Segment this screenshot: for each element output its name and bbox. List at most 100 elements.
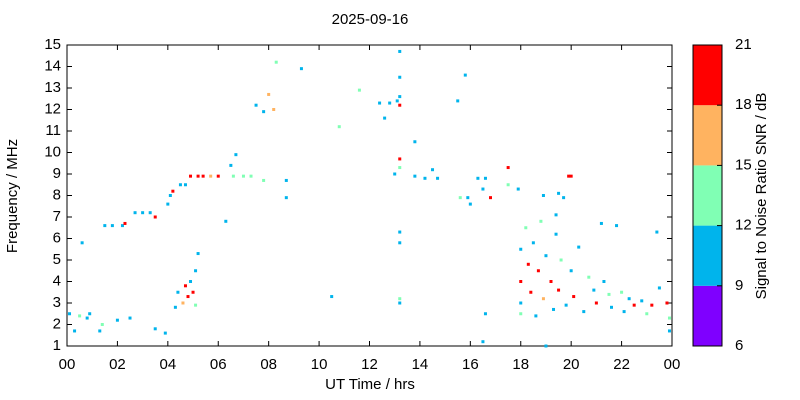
x-tick-label: 14 (412, 356, 429, 373)
y-axis-label: Frequency / MHz (4, 139, 21, 253)
data-point (413, 140, 417, 144)
x-axis-label: UT Time / hrs (325, 376, 415, 393)
data-point (398, 230, 402, 234)
data-point (615, 224, 619, 228)
y-tick-label: 9 (53, 165, 61, 182)
data-point (436, 176, 440, 180)
y-tick-label: 13 (44, 79, 61, 96)
data-point (519, 280, 523, 283)
data-point (209, 174, 213, 178)
data-point (163, 331, 167, 335)
data-point (196, 252, 200, 256)
data-point (544, 254, 548, 258)
data-point (483, 312, 487, 316)
data-point (115, 318, 119, 322)
y-tick-label: 11 (45, 122, 61, 139)
data-point (602, 280, 606, 283)
data-point (249, 174, 253, 178)
data-point (531, 241, 535, 245)
data-point (330, 295, 334, 299)
colorbar-tick-label: 15 (735, 156, 752, 173)
data-point (398, 103, 402, 107)
data-point (274, 60, 278, 64)
data-point (529, 290, 533, 294)
data-point (627, 297, 631, 301)
data-point (398, 95, 402, 99)
data-point (398, 166, 402, 170)
data-point (599, 221, 603, 225)
data-point (148, 211, 152, 215)
data-point (229, 163, 233, 167)
data-point (194, 269, 198, 273)
data-point (173, 305, 177, 309)
data-point (569, 269, 573, 273)
colorbar-frame (692, 44, 723, 347)
data-point (395, 99, 399, 103)
data-point (667, 316, 671, 320)
data-point (224, 219, 228, 223)
chart-title: 2025-09-16 (332, 11, 409, 28)
data-point (655, 230, 659, 234)
data-point (262, 110, 266, 114)
colorbar-segment (693, 105, 722, 166)
data-point (534, 314, 538, 318)
data-point (483, 176, 487, 180)
data-point (231, 174, 235, 178)
data-point (194, 303, 198, 307)
data-point (458, 196, 462, 200)
data-point (557, 191, 561, 195)
data-point (481, 187, 485, 191)
data-point (201, 174, 205, 178)
data-point (378, 101, 382, 105)
x-tick-label: 22 (613, 356, 630, 373)
data-point (153, 327, 157, 331)
data-point (539, 219, 543, 223)
data-point (524, 226, 528, 230)
data-point (393, 172, 397, 176)
data-point (183, 284, 187, 288)
data-point (398, 297, 402, 301)
data-point (216, 174, 220, 178)
data-point (388, 101, 392, 105)
data-point (254, 103, 258, 107)
data-point (73, 329, 77, 333)
data-point (476, 176, 480, 180)
data-point (80, 241, 84, 245)
data-point (650, 303, 654, 307)
data-point (526, 262, 530, 266)
data-point (133, 211, 137, 215)
data-point (564, 303, 568, 307)
data-point (489, 196, 492, 200)
data-point (234, 153, 238, 157)
data-point (398, 241, 402, 245)
data-point (299, 67, 303, 71)
data-point (398, 49, 402, 53)
data-point (506, 183, 510, 187)
data-point (541, 194, 545, 197)
data-point (559, 258, 563, 262)
data-point (481, 340, 485, 344)
data-point (128, 316, 132, 320)
data-point (357, 88, 361, 92)
y-tick-label: 14 (44, 57, 61, 74)
data-point (622, 310, 626, 314)
data-point (610, 305, 613, 309)
data-point (178, 183, 182, 187)
y-tick-label: 7 (53, 208, 61, 225)
data-point (168, 194, 172, 197)
data-point (183, 183, 187, 187)
data-point (181, 301, 185, 305)
y-tick-label: 3 (53, 294, 61, 311)
data-point (632, 303, 636, 307)
data-point (567, 174, 571, 178)
data-point (398, 157, 402, 161)
y-tick-label: 12 (44, 100, 61, 117)
x-tick-label: 18 (512, 356, 529, 373)
data-point (572, 295, 576, 299)
x-tick-label: 00 (59, 356, 76, 373)
x-tick-label: 00 (664, 356, 681, 373)
data-point (262, 178, 266, 182)
data-point (466, 196, 470, 200)
x-tick-label: 20 (563, 356, 580, 373)
